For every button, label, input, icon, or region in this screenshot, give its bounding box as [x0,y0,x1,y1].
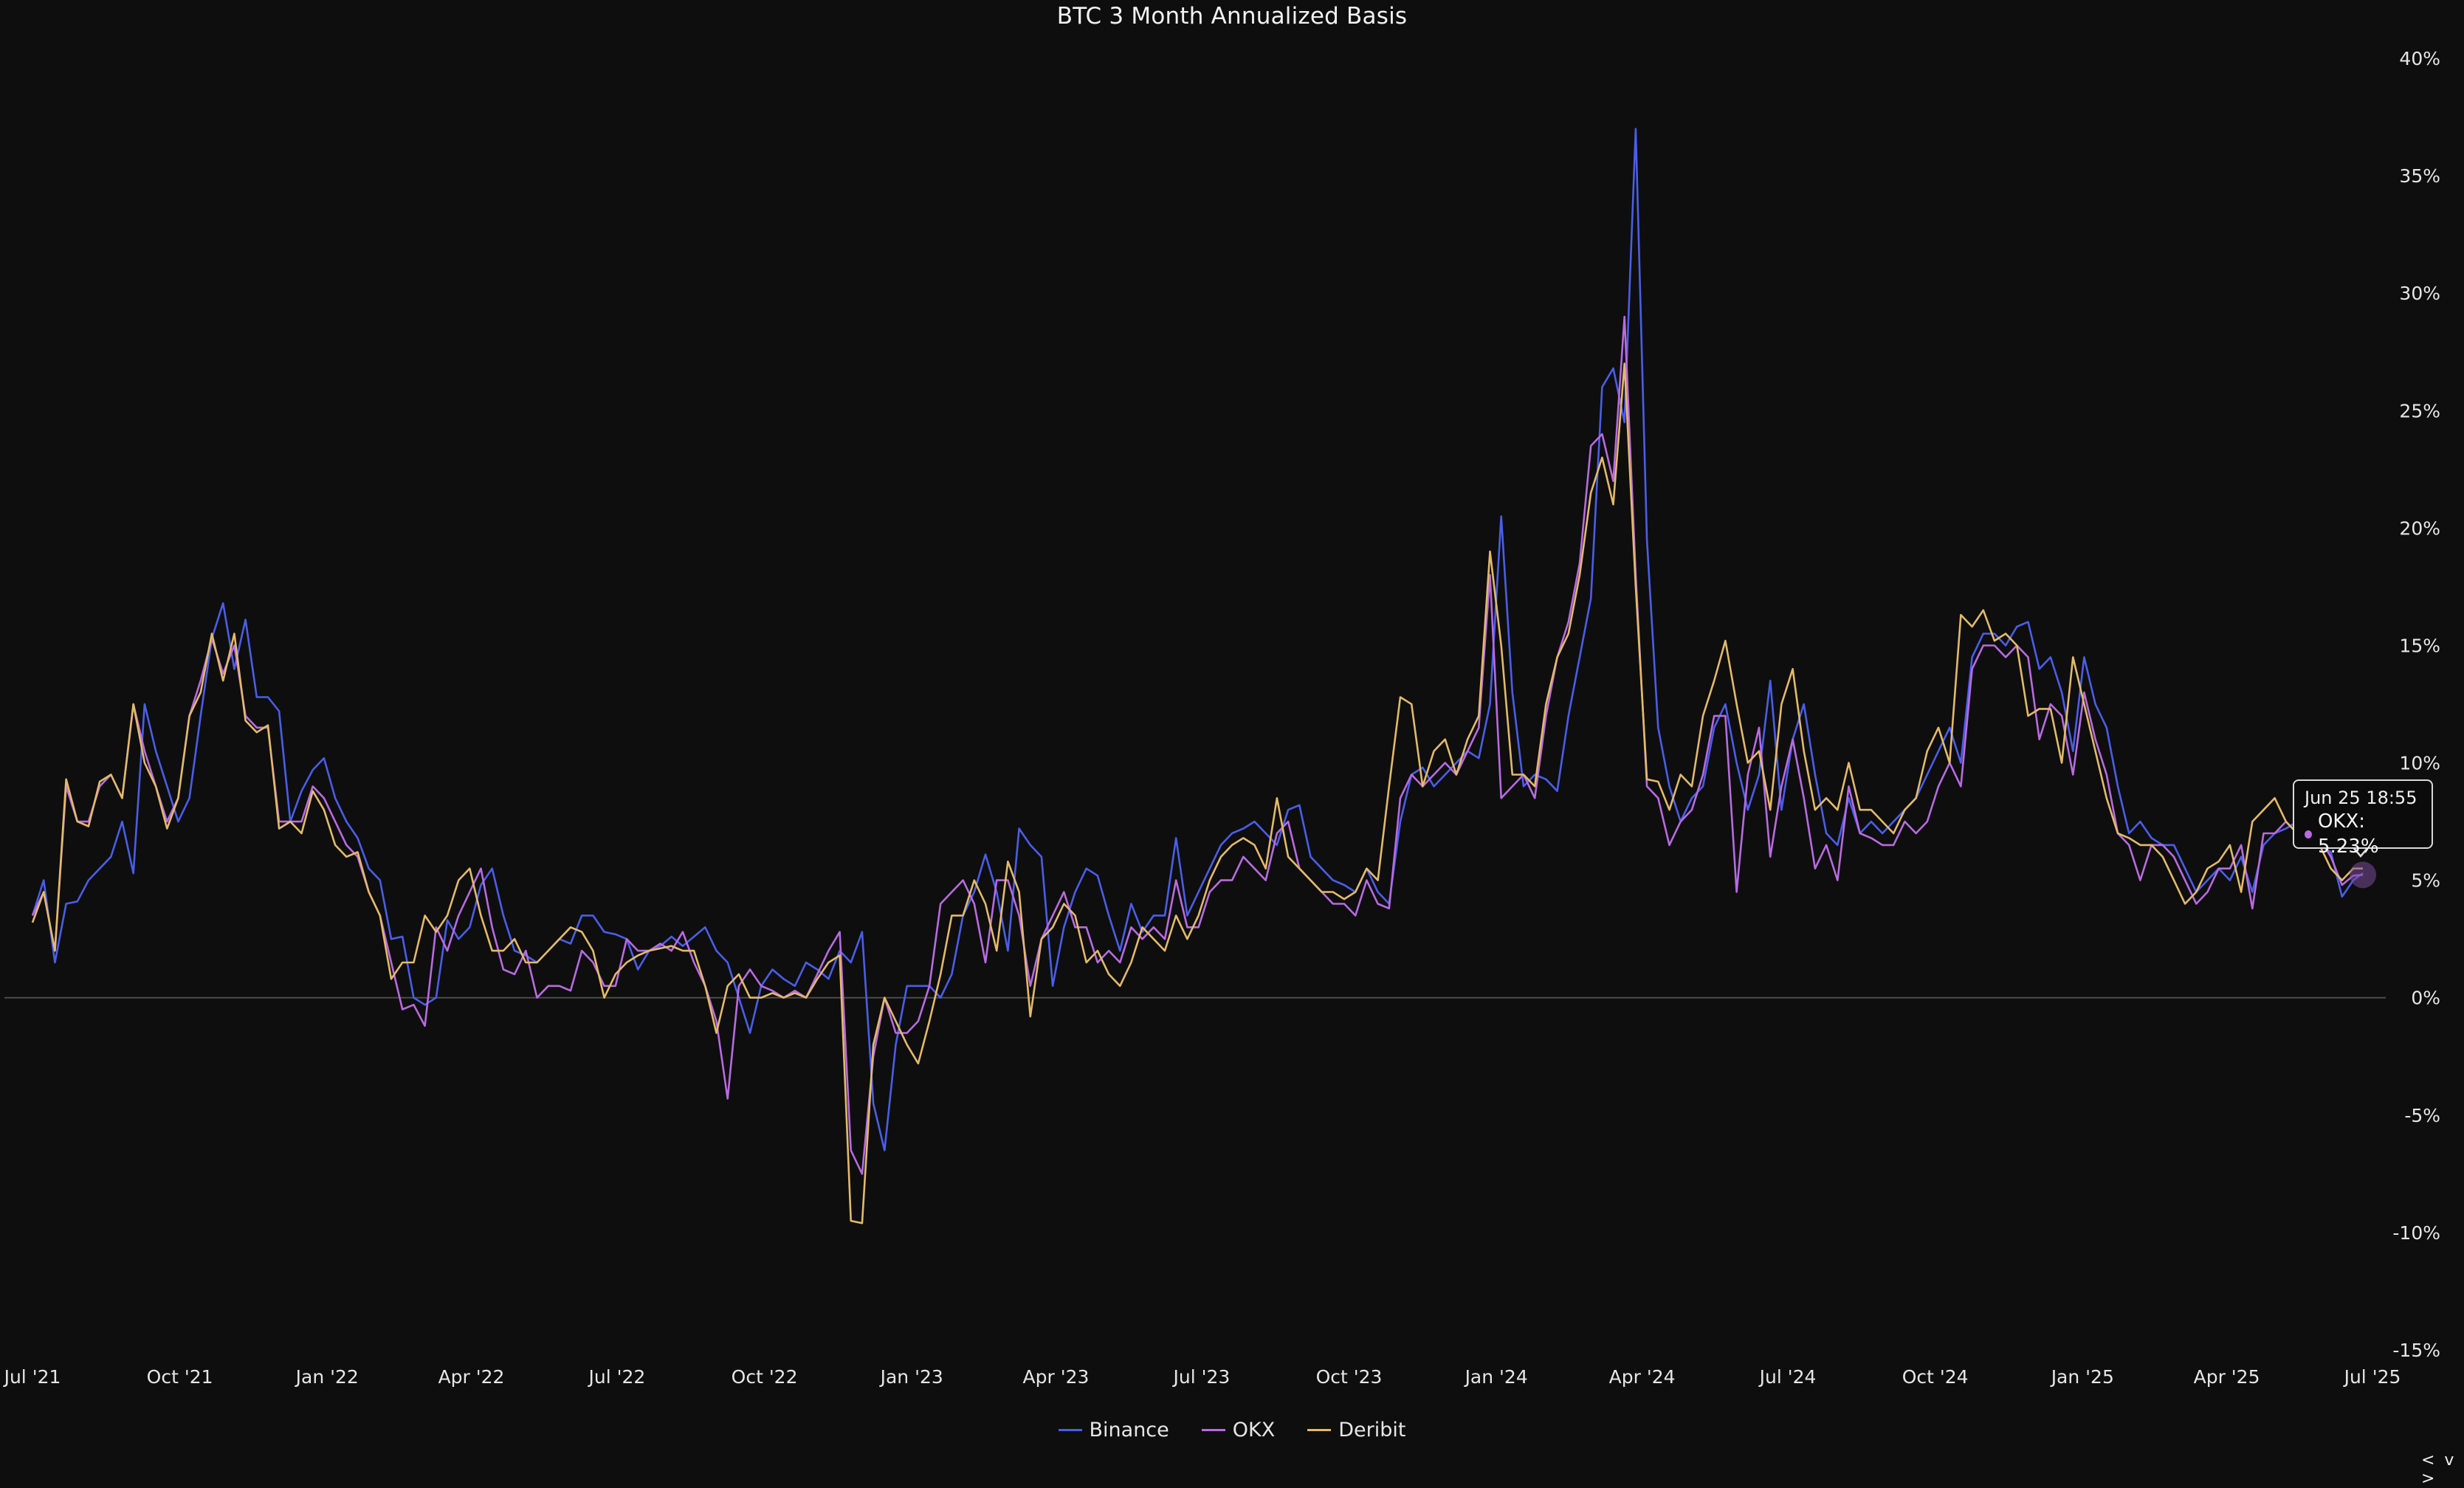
legend-item-deribit[interactable]: Deribit [1307,1419,1405,1442]
legend-swatch [1307,1429,1332,1431]
y-tick-label: 35% [2399,165,2440,187]
x-tick-label: Jul '23 [1172,1366,1231,1388]
series-lines [31,128,2364,1224]
x-tick-label: Apr '23 [1023,1366,1090,1388]
y-tick-label: 30% [2399,283,2440,304]
tooltip-date: Jun 25 18:55 [2305,788,2417,808]
y-tick-label: 5% [2411,870,2440,892]
tooltip-value: OKX: 5.23% [2317,810,2379,858]
hover-marker-halo [2349,861,2376,889]
x-axis: Jul '21 Oct '21 Jan '22 Apr '22 Jul '22 Oct '… [3,1366,2401,1388]
x-tick-label: Oct '21 [147,1366,213,1388]
hover-tooltip: Jun 25 18:55 OKX: 5.23% [2293,779,2433,858]
legend-label: Deribit [1338,1419,1406,1442]
y-tick-label: 20% [2399,517,2440,539]
x-tick-label: Apr '25 [2194,1366,2260,1388]
chart-title: BTC 3 Month Annualized Basis [1056,3,1408,30]
x-tick-label: Oct '22 [732,1366,798,1388]
series-line-okx [31,315,2364,1175]
y-tick-label: -15% [2392,1340,2440,1361]
x-tick-label: Apr '24 [1609,1366,1676,1388]
legend-label: Binance [1089,1419,1169,1442]
y-tick-label: 10% [2399,753,2440,774]
legend-item-okx[interactable]: OKX [1201,1419,1276,1442]
y-tick-label: -10% [2392,1222,2440,1244]
legend-swatch [1058,1429,1082,1431]
x-tick-label: Jan '24 [1464,1366,1528,1388]
x-tick-label: Jan '25 [2050,1366,2114,1388]
y-tick-label: 40% [2399,48,2440,69]
x-tick-label: Apr '22 [438,1366,505,1388]
x-tick-label: Jul '21 [3,1366,61,1388]
tooltip-value-row: OKX: 5.23% [2305,809,2421,859]
legend-swatch [1201,1429,1225,1431]
x-tick-label: Jul '25 [2343,1366,2401,1388]
y-tick-label: -5% [2404,1105,2440,1126]
pagination-arrows[interactable]: < v > [2421,1451,2457,1488]
y-axis: 40% 35% 30% 25% 20% 15% 10% 5% 0% -5% -10% -15% [2392,48,2440,1361]
legend-label: OKX [1232,1419,1276,1442]
x-tick-label: Oct '23 [1316,1366,1383,1388]
series-line-deribit [31,362,2363,1224]
tooltip-series-dot [2305,830,2312,838]
x-tick-label: Jan '23 [879,1366,943,1388]
y-tick-label: 25% [2399,400,2440,421]
y-tick-label: 15% [2399,635,2440,656]
legend-item-binance[interactable]: Binance [1058,1419,1169,1442]
series-line-binance [31,128,2364,1151]
x-tick-label: Jul '22 [588,1366,646,1388]
x-tick-label: Jul '24 [1758,1366,1817,1388]
y-tick-label: 0% [2411,988,2440,1009]
x-tick-label: Jan '22 [295,1366,359,1388]
x-tick-label: Oct '24 [1902,1366,1969,1388]
chart-legend: Binance OKX Deribit [0,1419,2464,1442]
hover-marker [2358,869,2368,880]
